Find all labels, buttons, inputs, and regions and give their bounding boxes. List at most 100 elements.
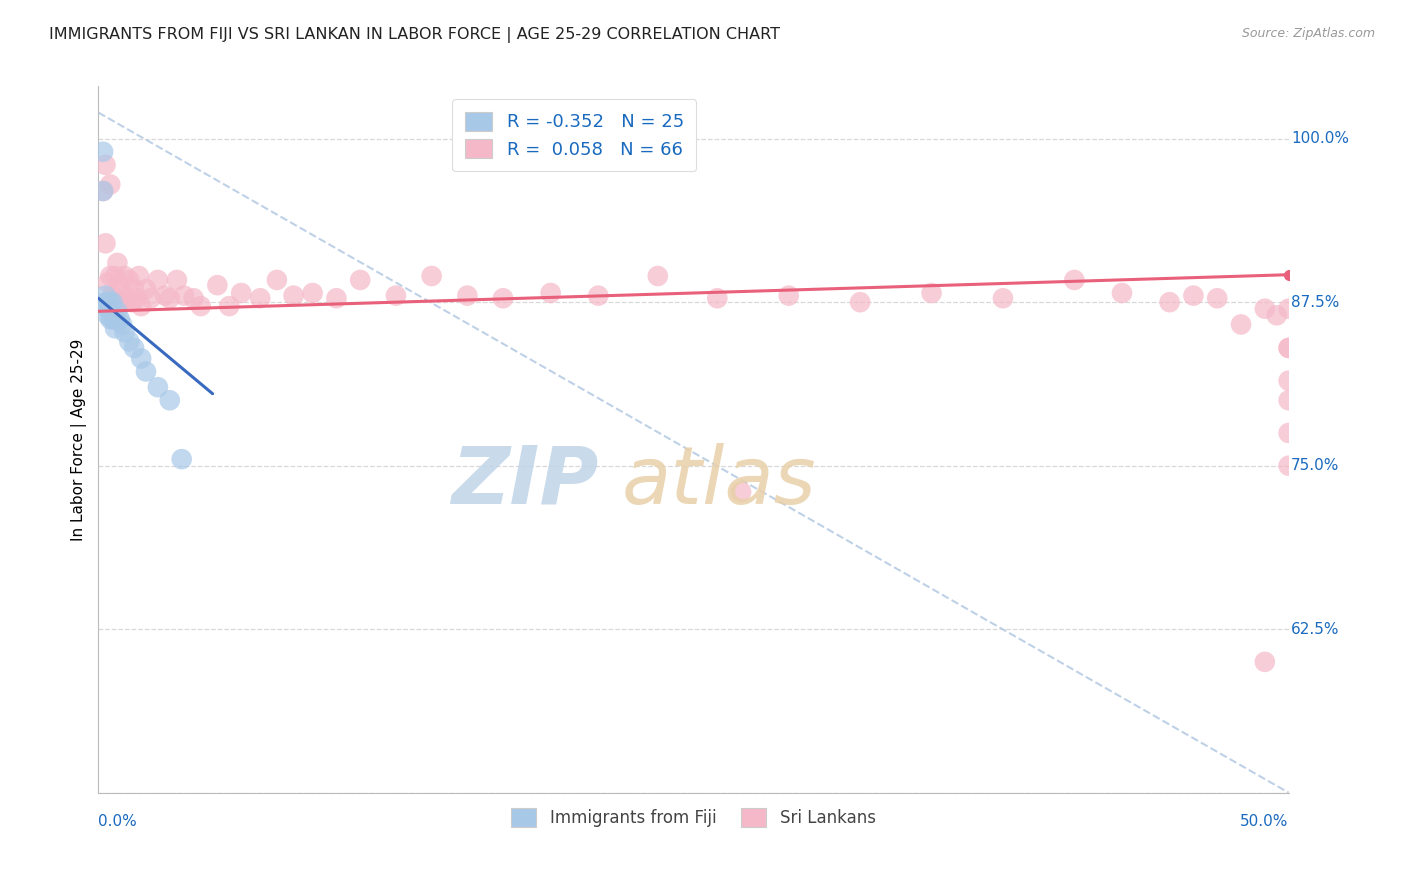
- Point: [111, 318, 134, 332]
- Point: [1278, 393, 1301, 408]
- Point: [97, 301, 120, 316]
- Point: [1254, 301, 1277, 316]
- Text: 75.0%: 75.0%: [1291, 458, 1340, 473]
- Point: [94, 295, 117, 310]
- Point: [94, 158, 117, 172]
- Point: [1254, 655, 1277, 669]
- Point: [125, 291, 148, 305]
- Point: [540, 285, 562, 300]
- Legend: Immigrants from Fiji, Sri Lankans: Immigrants from Fiji, Sri Lankans: [505, 802, 883, 834]
- Point: [420, 268, 443, 283]
- Point: [730, 484, 752, 499]
- Point: [921, 285, 943, 300]
- Point: [1230, 318, 1253, 332]
- Point: [104, 312, 127, 326]
- Point: [231, 285, 253, 300]
- Text: ZIP: ZIP: [451, 443, 599, 521]
- Point: [301, 285, 323, 300]
- Point: [1206, 291, 1229, 305]
- Point: [101, 295, 124, 310]
- Point: [98, 268, 121, 283]
- Text: 0.0%: 0.0%: [98, 814, 138, 829]
- Point: [1278, 301, 1301, 316]
- Y-axis label: In Labor Force | Age 25-29: In Labor Force | Age 25-29: [72, 338, 87, 541]
- Point: [91, 184, 114, 198]
- Point: [98, 178, 121, 192]
- Point: [647, 268, 669, 283]
- Point: [218, 299, 240, 313]
- Point: [1111, 285, 1133, 300]
- Point: [1182, 288, 1205, 302]
- Point: [108, 276, 131, 290]
- Point: [207, 278, 229, 293]
- Point: [122, 282, 145, 296]
- Point: [104, 268, 127, 283]
- Text: 100.0%: 100.0%: [1291, 131, 1348, 146]
- Point: [1278, 458, 1301, 473]
- Point: [153, 288, 176, 302]
- Point: [588, 288, 610, 302]
- Text: 87.5%: 87.5%: [1291, 294, 1340, 310]
- Point: [1265, 308, 1288, 322]
- Point: [1278, 425, 1301, 440]
- Point: [98, 304, 121, 318]
- Point: [385, 288, 408, 302]
- Point: [173, 288, 195, 302]
- Point: [706, 291, 728, 305]
- Point: [97, 276, 120, 290]
- Point: [111, 295, 134, 310]
- Point: [105, 295, 128, 310]
- Point: [266, 273, 288, 287]
- Point: [98, 312, 121, 326]
- Point: [115, 291, 138, 305]
- Point: [190, 299, 212, 313]
- Point: [101, 288, 124, 302]
- Point: [492, 291, 515, 305]
- Point: [1159, 295, 1181, 310]
- Point: [135, 282, 157, 296]
- Point: [129, 299, 152, 313]
- Point: [146, 273, 169, 287]
- Point: [98, 295, 121, 310]
- Point: [97, 308, 120, 322]
- Point: [249, 291, 271, 305]
- Point: [849, 295, 872, 310]
- Point: [325, 291, 347, 305]
- Point: [97, 295, 120, 310]
- Point: [118, 334, 141, 349]
- Point: [1278, 341, 1301, 355]
- Point: [104, 321, 127, 335]
- Point: [135, 364, 157, 378]
- Point: [118, 273, 141, 287]
- Point: [122, 341, 145, 355]
- Point: [105, 256, 128, 270]
- Point: [114, 325, 136, 339]
- Point: [94, 236, 117, 251]
- Point: [111, 285, 134, 300]
- Point: [283, 288, 305, 302]
- Point: [101, 312, 124, 326]
- Point: [94, 288, 117, 302]
- Point: [183, 291, 205, 305]
- Point: [129, 351, 152, 366]
- Text: 50.0%: 50.0%: [1240, 814, 1289, 829]
- Point: [128, 268, 150, 283]
- Point: [166, 273, 188, 287]
- Point: [121, 295, 143, 310]
- Point: [146, 380, 169, 394]
- Text: atlas: atlas: [621, 443, 817, 521]
- Point: [456, 288, 478, 302]
- Point: [108, 312, 131, 326]
- Point: [170, 452, 193, 467]
- Text: 62.5%: 62.5%: [1291, 622, 1340, 637]
- Point: [778, 288, 800, 302]
- Point: [159, 393, 181, 408]
- Point: [991, 291, 1014, 305]
- Point: [1278, 341, 1301, 355]
- Point: [1278, 374, 1301, 388]
- Text: Source: ZipAtlas.com: Source: ZipAtlas.com: [1241, 27, 1375, 40]
- Point: [91, 184, 114, 198]
- Text: IMMIGRANTS FROM FIJI VS SRI LANKAN IN LABOR FORCE | AGE 25-29 CORRELATION CHART: IMMIGRANTS FROM FIJI VS SRI LANKAN IN LA…: [49, 27, 780, 43]
- Point: [105, 304, 128, 318]
- Point: [159, 291, 181, 305]
